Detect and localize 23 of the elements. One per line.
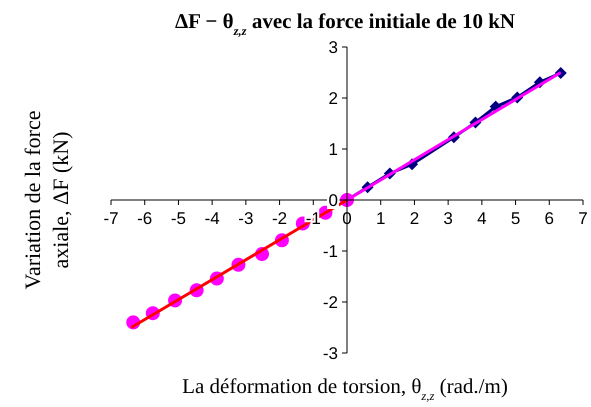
chart-title: ΔF − θ$_{z,z}$ avec la force initiale de 10 kN xyxy=(174,9,516,38)
y-tick-label: 3 xyxy=(328,38,338,57)
x-tick-label: -6 xyxy=(137,209,152,228)
x-tick-label: 4 xyxy=(477,209,487,228)
x-tick-label: 6 xyxy=(544,209,554,228)
y-axis-title: Variation de la force axiale, ΔF (kN) xyxy=(20,110,73,290)
x-axis-title: La déformation de torsion, θ$_{z,z}$ (rad./m) xyxy=(182,374,508,403)
y-tick-label: 1 xyxy=(328,140,338,159)
x-tick-label: -5 xyxy=(170,209,186,228)
x-tick-label: 2 xyxy=(410,209,420,228)
x-tick-label: 1 xyxy=(376,209,386,228)
x-tick-label: 3 xyxy=(443,209,453,228)
x-tick-label: 7 xyxy=(578,209,588,228)
y-tick-label: -2 xyxy=(322,293,338,312)
x-tick-label: -4 xyxy=(204,209,220,228)
x-tick-label: -3 xyxy=(238,209,254,228)
y-tick-label: -3 xyxy=(322,344,338,363)
y-tick-label: 0 xyxy=(328,191,338,210)
x-tick-label: -2 xyxy=(272,209,288,228)
x-tick-label: -7 xyxy=(103,209,119,228)
y-tick-label: 2 xyxy=(328,89,338,108)
x-tick-label: 5 xyxy=(510,209,520,228)
y-tick-label: -1 xyxy=(322,242,338,261)
